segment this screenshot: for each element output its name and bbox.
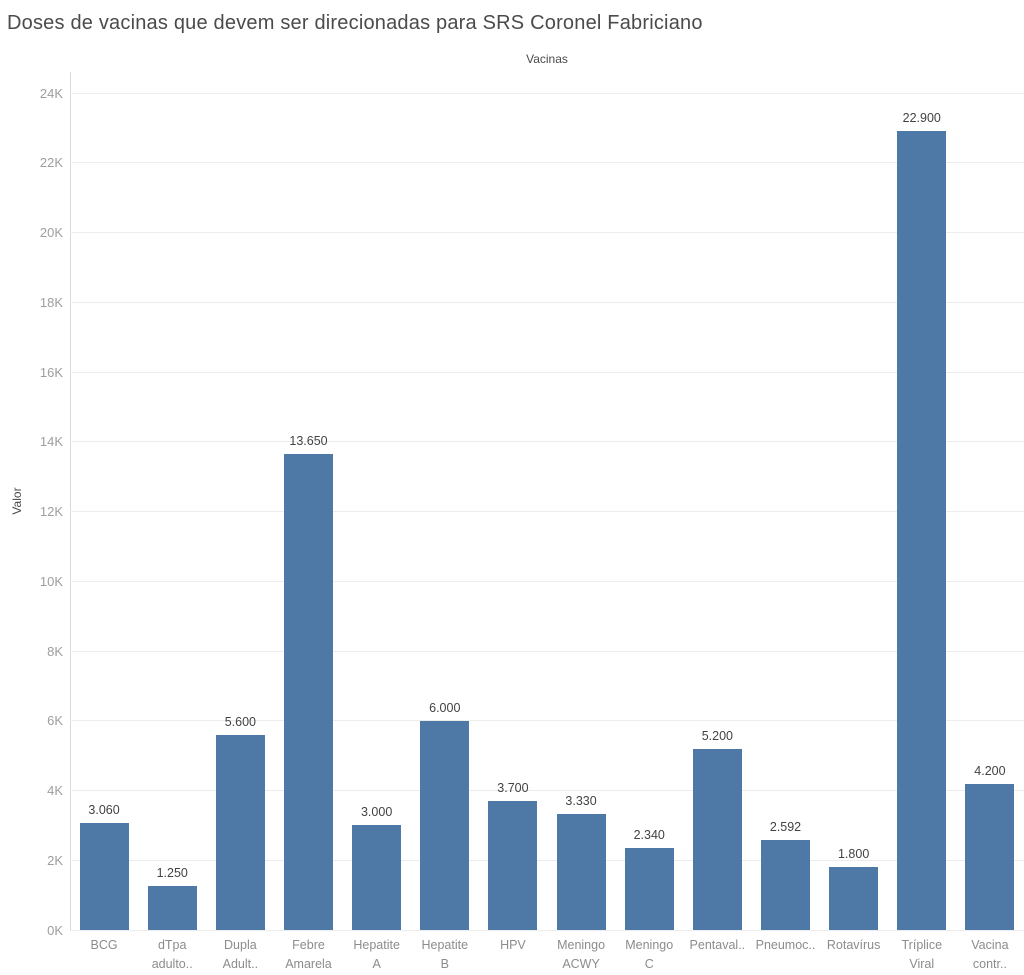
bar-rotavrus[interactable] [829,867,879,930]
y-tick-label: 24K [39,85,63,101]
chart-title: Doses de vacinas que devem ser direciona… [7,12,703,34]
x-tick-label: Febre Amarela [285,938,332,971]
bar-hpv[interactable] [488,800,538,930]
bar-value-label: 6.000 [429,700,461,715]
bar-value-label: 3.330 [565,793,597,808]
bar-hepatite-b[interactable] [420,720,470,930]
bar-value-label: 1.250 [156,866,188,881]
y-tick-label: 12K [39,504,63,519]
bar-meningo-acwy[interactable] [556,813,606,930]
x-tick-label: Pentaval.. [689,938,746,952]
y-tick-label: 8K [47,643,63,659]
gridline [70,580,1024,582]
bar-hepatite-a[interactable] [352,825,402,930]
bar-bcg[interactable] [79,823,129,930]
bar-dtpa-adulto[interactable] [147,886,197,930]
bar-pentaval[interactable] [692,748,742,930]
bar-value-label: 5.600 [224,714,256,729]
x-tick-label: Hepatite B [421,938,469,971]
gridline [70,720,1024,722]
gridline [70,859,1024,861]
bar-meningo-c[interactable] [624,848,674,930]
x-tick-label: Tríplice Viral [901,938,943,971]
y-tick-label: 22K [39,155,63,171]
bar-value-label: 22.900 [902,111,941,126]
y-tick-label: 6K [47,713,63,729]
plot-area [70,72,1024,930]
bar-value-label: 2.592 [769,819,802,834]
x-tick-label: Vacina contr.. [971,938,1009,971]
bar-value-label: 3.000 [360,805,393,820]
x-tick-label: Meningo ACWY [557,938,606,971]
x-tick-label: Hepatite A [353,938,400,971]
x-tick-label: HPV [500,938,526,952]
bar-value-label: 3.700 [497,780,529,795]
bar-value-label: 1.800 [837,847,870,862]
gridline [70,371,1024,373]
x-tick-label: dTpa adulto.. [151,938,193,971]
y-tick-label: 20K [39,225,63,240]
bar-trplice-viral[interactable] [897,131,947,930]
y-tick-label: 14K [39,434,63,450]
x-tick-label: Pneumoc.. [755,938,816,952]
y-tick-label: 10K [39,573,63,589]
x-axis-title: Vacinas [526,52,568,66]
x-tick-label: Rotavírus [826,938,881,952]
gridline [70,790,1024,791]
y-tick-label: 2K [47,852,63,868]
bar-value-label: 13.650 [289,433,328,448]
gridline [70,511,1024,512]
gridline [70,929,1024,931]
y-tick-label: 4K [47,783,63,798]
bar-dupla-adult[interactable] [215,734,265,930]
bar-febre-amarela[interactable] [284,453,333,930]
y-tick-label: 0K [47,922,63,938]
gridline [70,232,1024,233]
x-tick-label: Meningo C [625,938,674,971]
gridline [70,162,1024,164]
x-tick-label: BCG [90,938,118,952]
gridline [70,441,1024,443]
bar-value-label: 4.200 [974,763,1006,778]
gridline [70,650,1024,652]
x-tick-label: Dupla Adult.. [222,938,259,971]
gridline [70,301,1024,303]
bar-pneumoc[interactable] [761,839,810,930]
y-tick-label: 16K [39,364,63,380]
bar-vacina-contr[interactable] [965,783,1015,930]
bar-value-label: 3.060 [88,803,120,818]
y-tick-label: 18K [39,294,63,310]
bar-value-label: 5.200 [701,728,733,743]
gridline [70,92,1024,94]
bar-value-label: 2.340 [633,828,665,843]
